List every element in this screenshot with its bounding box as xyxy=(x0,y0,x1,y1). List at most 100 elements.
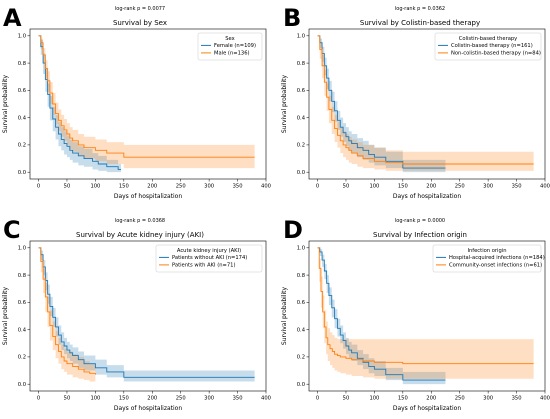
panel-c-legend-title: Acute kidney injury (AKI) xyxy=(177,248,241,254)
panel-d-x-tick-label: 50 xyxy=(343,396,350,402)
panel-b-x-tick-label: 300 xyxy=(483,184,493,190)
panel-d-x-tick-label: 400 xyxy=(540,396,550,402)
panel-d-xlabel: Days of hospitalization xyxy=(393,405,462,412)
panel-c-x-tick-label: 300 xyxy=(204,396,214,402)
panel-a-y-tick-label: 0.4 xyxy=(18,115,27,121)
panel-d-ylabel: Survival probability xyxy=(281,287,288,346)
panel-a: A log-rank p = 0.0077 Survival by Sex 0 5… xyxy=(2,4,271,200)
panel-d-x-tick-label: 100 xyxy=(369,396,379,402)
panel-b-series-1-ci-band xyxy=(317,35,446,173)
panel-d-y-tick-label: 0.8 xyxy=(297,273,305,279)
panel-b-series-2-ci-band xyxy=(317,35,534,171)
panel-b-y-tick-label: 1.0 xyxy=(297,34,305,40)
panel-d-x-tick-label: 150 xyxy=(398,396,408,402)
panel-b-x-tick-label: 350 xyxy=(512,184,522,190)
panel-a-x-tick-label: 350 xyxy=(233,184,243,190)
panel-b-axes-frame xyxy=(308,28,546,180)
panel-a-x-tick-label: 400 xyxy=(261,184,271,190)
panel-c-y-tick-label: 0.0 xyxy=(18,382,26,388)
panel-d-y-tick-label: 0.6 xyxy=(297,300,305,306)
panel-a-axes-frame xyxy=(29,28,267,180)
panel-b-plot: 0 50 100 150 200 250 300 350 400 0.0 0.2 0.4 0.6 0.8 1… xyxy=(297,28,550,190)
panel-c-x-tick-label: 150 xyxy=(119,396,129,402)
panel-b-y-tick-label: 0.8 xyxy=(297,61,305,67)
panel-c-y-tick-label: 0.6 xyxy=(18,300,26,306)
panel-c-x-tick-label: 350 xyxy=(233,396,243,402)
panel-c-axes-frame xyxy=(29,240,267,392)
panel-b-legend-title: Colistin-based therapy xyxy=(459,36,518,42)
panel-b-y-tick-label: 0.6 xyxy=(297,88,305,94)
panel-b-x-tick-label: 250 xyxy=(455,184,465,190)
panel-c-legend xyxy=(155,244,263,273)
panel-a-plot: 0 50 100 150 200 250 300 350 400 0.0 0.2 0.4 0.6 0.8 1… xyxy=(18,28,271,190)
panel-b-subtitle: log-rank p = 0.0362 xyxy=(395,6,445,12)
panel-label-c: C xyxy=(3,216,21,244)
panel-d-legend-entry-2: Community-onset infections (n=61) xyxy=(449,263,542,269)
panel-c-plot: 0 50 100 150 200 250 300 350 400 0.0 0.2 0.4 0.6 0.8 1… xyxy=(18,240,271,402)
panel-a-y-tick-label: 1.0 xyxy=(18,34,26,40)
panel-a-series-1-ci-band xyxy=(38,35,121,173)
panel-c: C log-rank p = 0.0368 Survival by Acute … xyxy=(2,216,271,412)
panel-a-legend-entry-2: Male (n=136) xyxy=(214,51,250,57)
panel-c-x-tick-label: 50 xyxy=(64,396,71,402)
panel-d-y-tick-label: 0.4 xyxy=(297,327,306,333)
panel-c-legend-entry-1: Patients without AKI (n=174) xyxy=(172,255,247,261)
panel-a-x-tick-label: 100 xyxy=(90,184,100,190)
panel-b-series-1-line xyxy=(317,35,446,169)
panel-a-legend-entry-1: Female (n=109) xyxy=(214,43,256,49)
panel-a-x-tick-label: 250 xyxy=(176,184,186,190)
panel-d-subtitle: log-rank p = 0.0000 xyxy=(395,218,445,224)
panel-d-plot: 0 50 100 150 200 250 300 350 400 0.0 0.2 0.4 0.6 0.8 1… xyxy=(297,240,550,402)
panel-b-y-tick-label: 0.4 xyxy=(297,115,306,121)
panel-c-xlabel: Days of hospitalization xyxy=(114,405,183,412)
panel-c-x-tick-label: 250 xyxy=(176,396,186,402)
panel-b-y-tick-label: 0.0 xyxy=(297,170,305,176)
panel-b-y-tick-label: 0.2 xyxy=(297,143,305,149)
panel-d-x-tick-label: 300 xyxy=(483,396,493,402)
panel-a-x-tick-label: 200 xyxy=(147,184,157,190)
panel-a-x-tick-label: 150 xyxy=(119,184,129,190)
panel-c-x-tick-label: 0 xyxy=(37,396,40,402)
panel-b-legend-entry-2: Non-colistin-based therapy (n=84) xyxy=(451,51,541,57)
panel-b-series-2-line xyxy=(317,35,534,165)
panel-a-x-tick-label: 0 xyxy=(37,184,40,190)
panel-d-series-2-line xyxy=(317,247,534,365)
panel-b-legend-entry-1: Colistin-based therapy (n=161) xyxy=(451,43,533,49)
panel-d-y-tick-label: 1.0 xyxy=(297,246,305,252)
panel-a-y-tick-label: 0.0 xyxy=(18,170,26,176)
panel-b-title: Survival by Colistin-based therapy xyxy=(360,19,480,27)
panel-c-y-tick-label: 0.2 xyxy=(18,355,26,361)
panel-d-axes-frame xyxy=(308,240,546,392)
panel-d-series-1-line xyxy=(317,247,446,381)
panel-d-legend-title: Infection origin xyxy=(467,248,506,254)
panel-c-x-tick-label: 400 xyxy=(261,396,271,402)
panel-a-series-2-ci-band xyxy=(38,35,255,169)
panel-c-x-tick-label: 100 xyxy=(90,396,100,402)
panel-c-series-2-line xyxy=(38,247,96,375)
panel-d-x-tick-label: 350 xyxy=(512,396,522,402)
panel-d-title: Survival by Infection origin xyxy=(373,231,467,239)
panel-b-legend xyxy=(434,32,542,61)
panel-d-x-tick-label: 0 xyxy=(316,396,319,402)
panel-c-legend-entry-2: Patients with AKI (n=71) xyxy=(172,263,235,269)
panel-d-x-tick-label: 250 xyxy=(455,396,465,402)
panel-b-x-tick-label: 150 xyxy=(398,184,408,190)
panel-label-a: A xyxy=(3,4,22,32)
panel-a-ylabel: Survival probability xyxy=(2,75,9,134)
panel-d-legend xyxy=(432,244,542,273)
panel-label-d: D xyxy=(283,216,303,244)
panel-b: B log-rank p = 0.0362 Survival by Colist… xyxy=(281,4,550,200)
panel-c-ylabel: Survival probability xyxy=(2,287,9,346)
panel-a-xlabel: Days of hospitalization xyxy=(114,193,183,200)
panel-a-legend-title: Sex xyxy=(225,36,234,42)
panel-d-legend-entry-1: Hospital-acquired infections (n=184) xyxy=(449,255,545,261)
panel-a-legend xyxy=(197,32,263,61)
panel-a-title: Survival by Sex xyxy=(113,19,167,27)
panel-d-series-2-ci-band xyxy=(317,247,534,379)
panel-c-y-tick-label: 1.0 xyxy=(18,246,26,252)
panel-label-b: B xyxy=(283,4,301,32)
panel-a-series-2-line xyxy=(38,35,255,158)
panel-d: D log-rank p = 0.0000 Survival by Infect… xyxy=(281,216,550,412)
